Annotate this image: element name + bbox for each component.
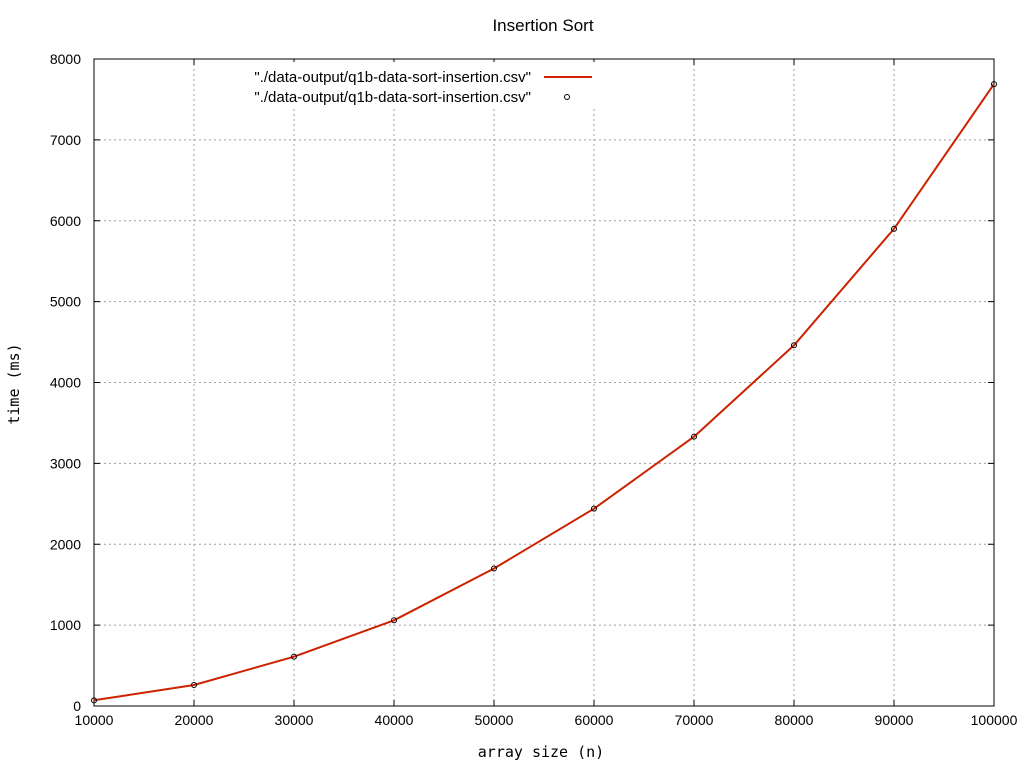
legend-entry-label: "./data-output/q1b-data-sort-insertion.c… [254,89,531,106]
data-point [91,697,97,704]
data-point [791,342,797,349]
x-tick-label: 90000 [875,712,914,728]
y-tick-label: 5000 [50,294,81,310]
legend: "./data-output/q1b-data-sort-insertion.c… [254,69,592,106]
x-axis-label: array size (n) [478,743,604,761]
legend-box [228,62,600,106]
y-tick-label: 0 [73,698,81,714]
data-point [191,681,197,688]
x-tick-label: 80000 [775,712,814,728]
data-point [591,505,597,512]
x-tick-label: 10000 [75,712,114,728]
x-tick-label: 70000 [675,712,714,728]
legend-point-swatch [564,94,570,100]
y-tick-label: 3000 [50,455,81,471]
y-tick-label: 1000 [50,617,81,633]
y-tick-label: 7000 [50,132,81,148]
data-point [391,617,397,624]
chart-title: Insertion Sort [492,16,593,35]
y-tick-label: 6000 [50,213,81,229]
data-point [691,433,697,440]
x-tick-label: 100000 [971,712,1018,728]
data-point [491,565,497,572]
data-point [291,653,297,660]
legend-entry-label: "./data-output/q1b-data-sort-insertion.c… [254,69,531,86]
series-layer [91,81,997,704]
x-tick-label: 60000 [575,712,614,728]
x-tick-label: 30000 [275,712,314,728]
y-axis-label: time (ms) [5,343,23,424]
x-tick-label: 40000 [375,712,414,728]
tick-labels: 10000 20000 30000 40000 50000 60000 70000 80000… [50,51,1018,728]
y-tick-label: 2000 [50,536,81,552]
y-tick-label: 4000 [50,375,81,391]
y-tick-label: 8000 [50,51,81,67]
data-point [891,225,897,232]
x-tick-label: 20000 [175,712,214,728]
series-line [93,83,995,702]
grid-lines [94,59,994,706]
x-tick-label: 50000 [475,712,514,728]
data-point [991,81,997,88]
